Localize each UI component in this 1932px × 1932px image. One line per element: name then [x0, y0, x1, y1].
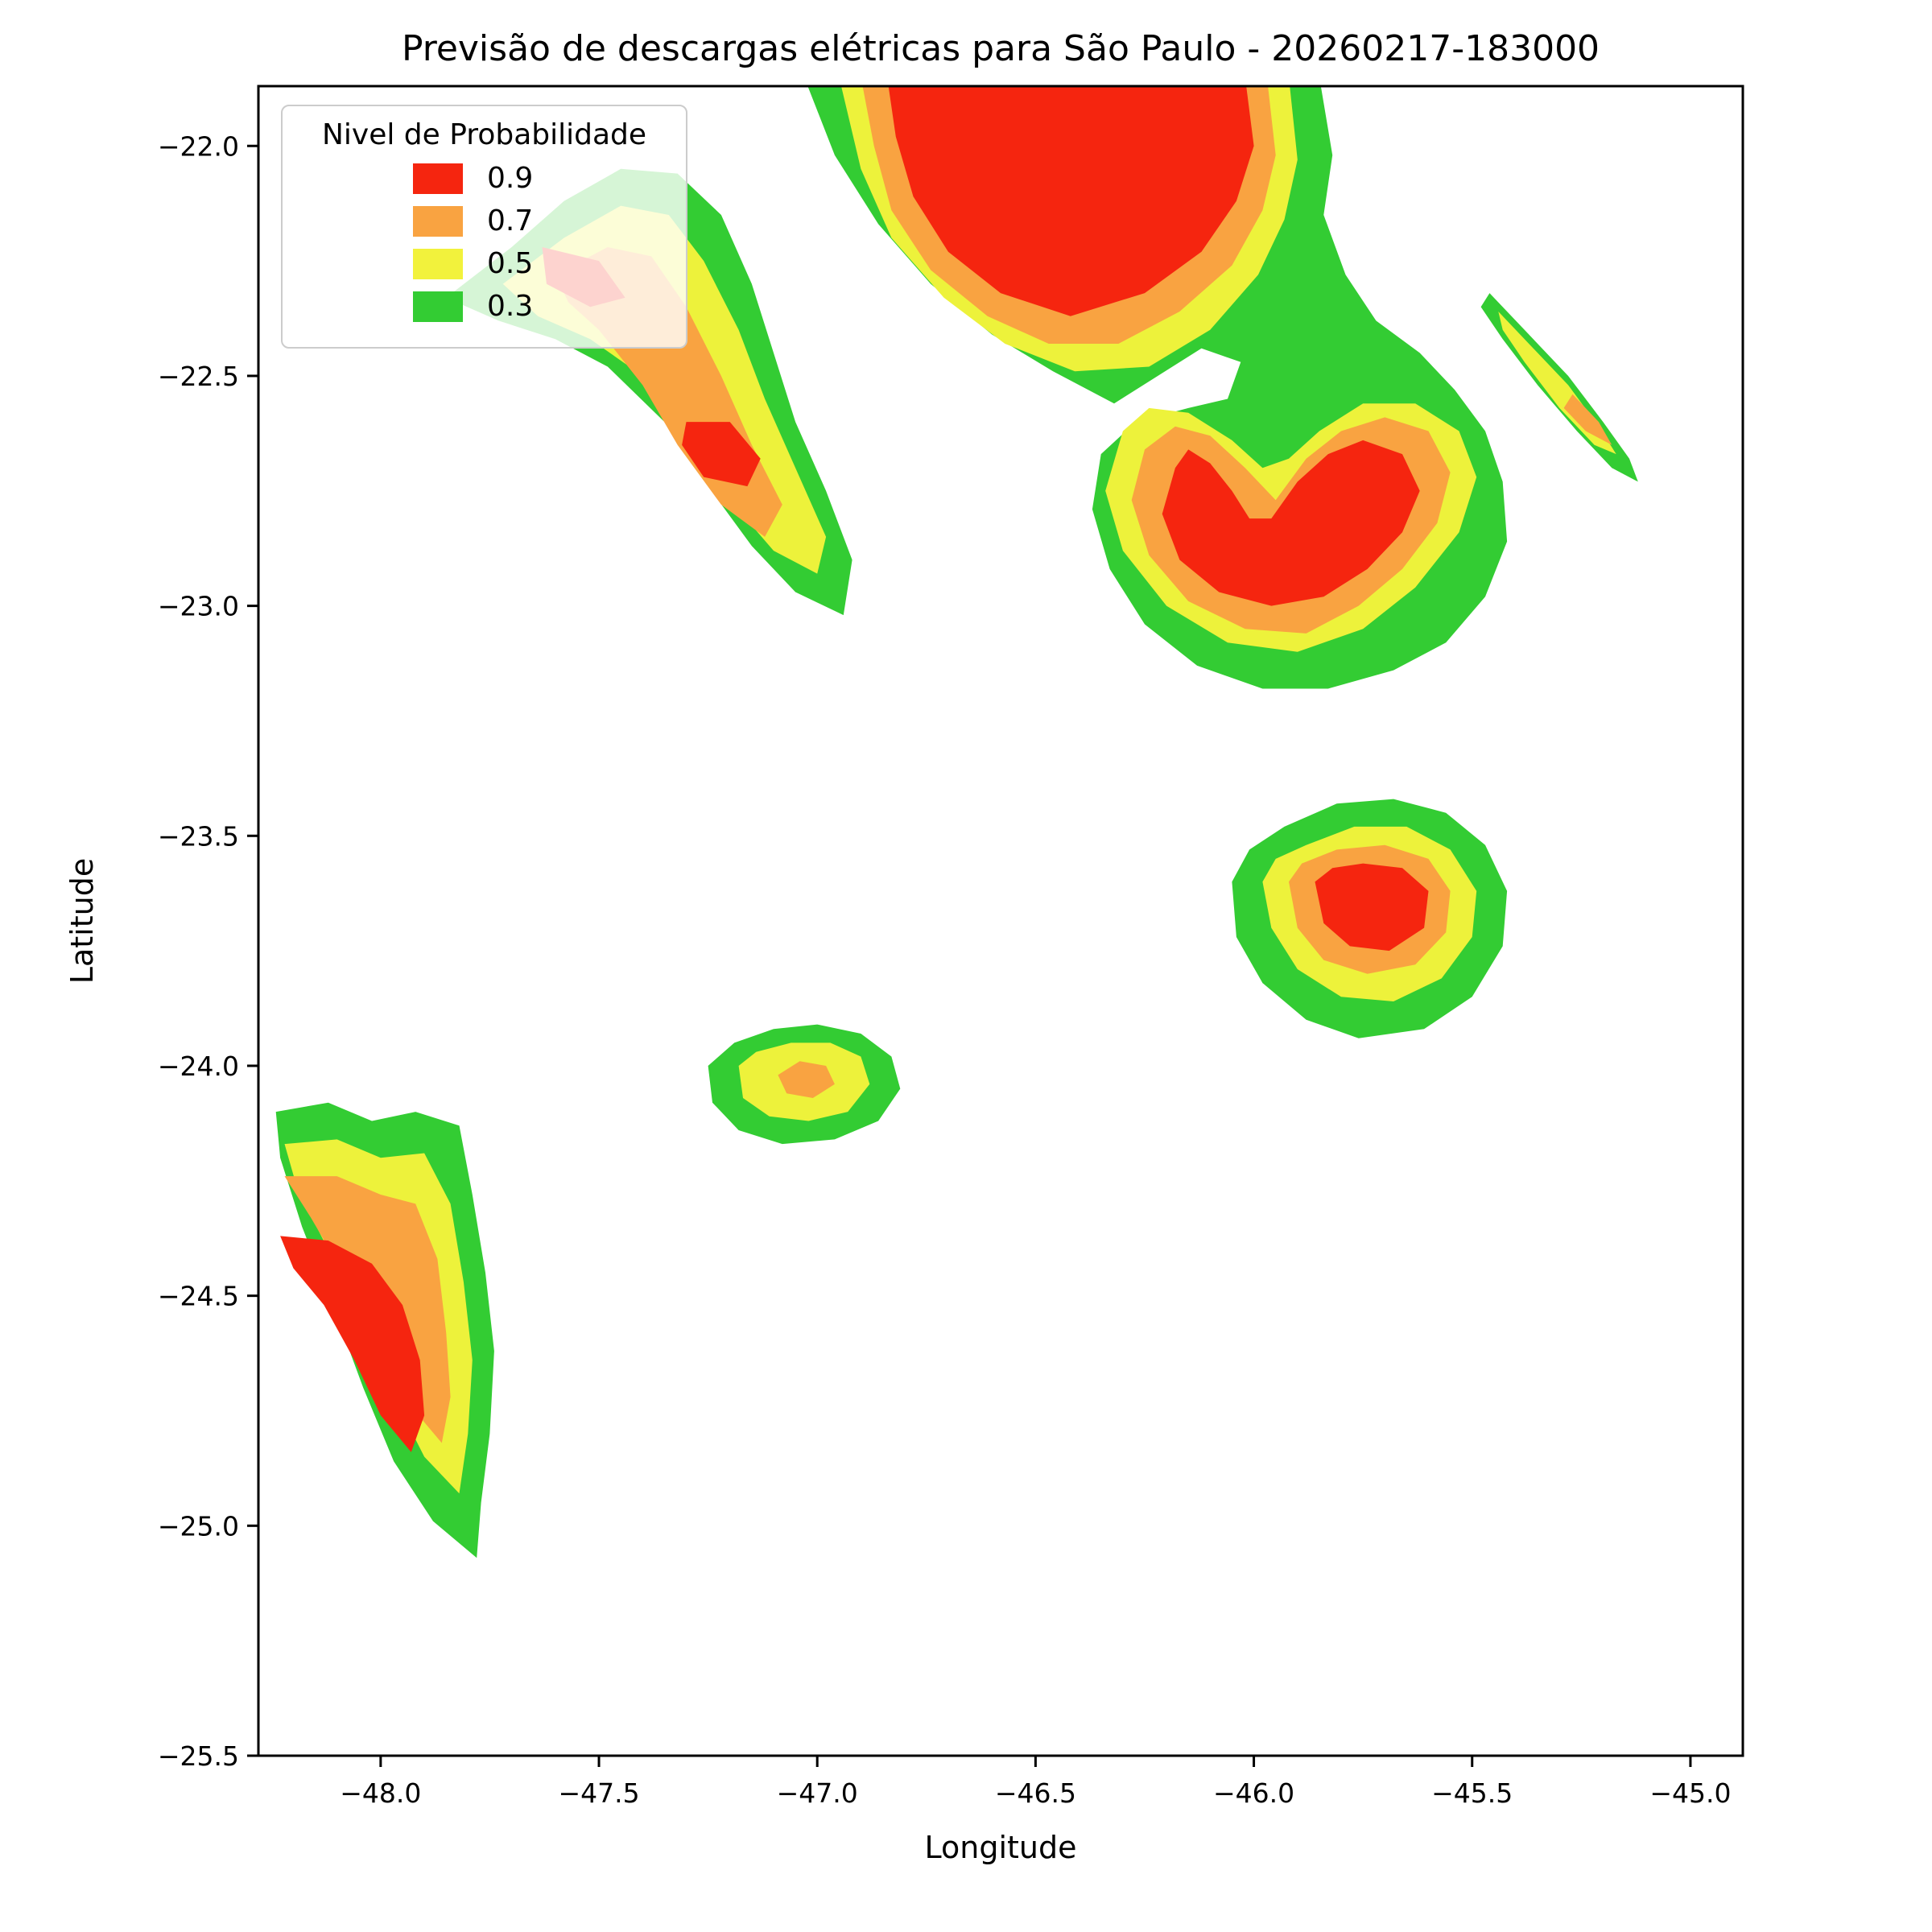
- legend-entry-0.3: 0.3: [292, 290, 676, 323]
- chart-title: Previsão de descargas elétricas para São…: [402, 28, 1600, 69]
- legend-entry-0.7: 0.7: [292, 204, 676, 237]
- legend-entry-0.5: 0.5: [292, 247, 676, 280]
- y-tick-label: −22.5: [158, 361, 239, 392]
- legend-swatch-0.5: [413, 248, 463, 279]
- x-tick-label: −46.5: [995, 1777, 1076, 1809]
- contour-center-small-cell-level-0.7: [778, 1061, 835, 1098]
- y-tick-label: −25.5: [158, 1740, 239, 1772]
- x-tick-label: −48.0: [340, 1777, 421, 1809]
- legend-title: Nivel de Probabilidade: [321, 118, 647, 151]
- y-tick-label: −23.5: [158, 820, 239, 852]
- x-tick-label: −45.0: [1649, 1777, 1731, 1809]
- x-tick-label: −47.5: [558, 1777, 639, 1809]
- x-tick-label: −47.0: [777, 1777, 858, 1809]
- contour-north-cluster-level-0.9: [888, 86, 1254, 316]
- plot-border: [257, 85, 1744, 1757]
- legend-entry-0.9: 0.9: [292, 162, 676, 195]
- contour-northeast-sliver-level-0.7: [1563, 394, 1612, 445]
- contour-north-cluster-level-0.9: [1162, 440, 1420, 606]
- x-axis-label: Longitude: [925, 1830, 1077, 1865]
- legend-swatch-0.7: [413, 205, 463, 237]
- legend: Nivel de Probabilidade 0.9 0.7 0.5 0.3: [281, 105, 687, 349]
- legend-label: 0.7: [487, 204, 534, 238]
- y-tick-label: −24.5: [158, 1281, 239, 1312]
- y-tick-label: −22.0: [158, 130, 239, 162]
- y-tick-label: −24.0: [158, 1051, 239, 1082]
- legend-entries: 0.9 0.7 0.5 0.3: [292, 162, 676, 323]
- legend-swatch-0.3: [413, 291, 463, 322]
- legend-label: 0.5: [487, 247, 534, 281]
- contour-northwest-band-level-0.9: [682, 422, 761, 487]
- x-tick-label: −46.0: [1213, 1777, 1294, 1809]
- contour-east-cell-level-0.9: [1315, 863, 1429, 952]
- axes-layer: −48.0 −47.5 −47.0 −46.5 −46.0 −45.5 −45.0 −22.0…: [158, 130, 1732, 1809]
- legend-label: 0.3: [487, 290, 534, 324]
- x-tick-label: −45.5: [1431, 1777, 1513, 1809]
- contour-layer: [275, 86, 1638, 1558]
- y-tick-label: −23.0: [158, 591, 239, 622]
- contour-southwest-band-level-0.9: [280, 1236, 425, 1452]
- legend-swatch-0.9: [413, 163, 463, 194]
- legend-label: 0.9: [487, 162, 534, 196]
- y-tick-label: −25.0: [158, 1510, 239, 1542]
- y-axis-label: Latitude: [64, 858, 100, 984]
